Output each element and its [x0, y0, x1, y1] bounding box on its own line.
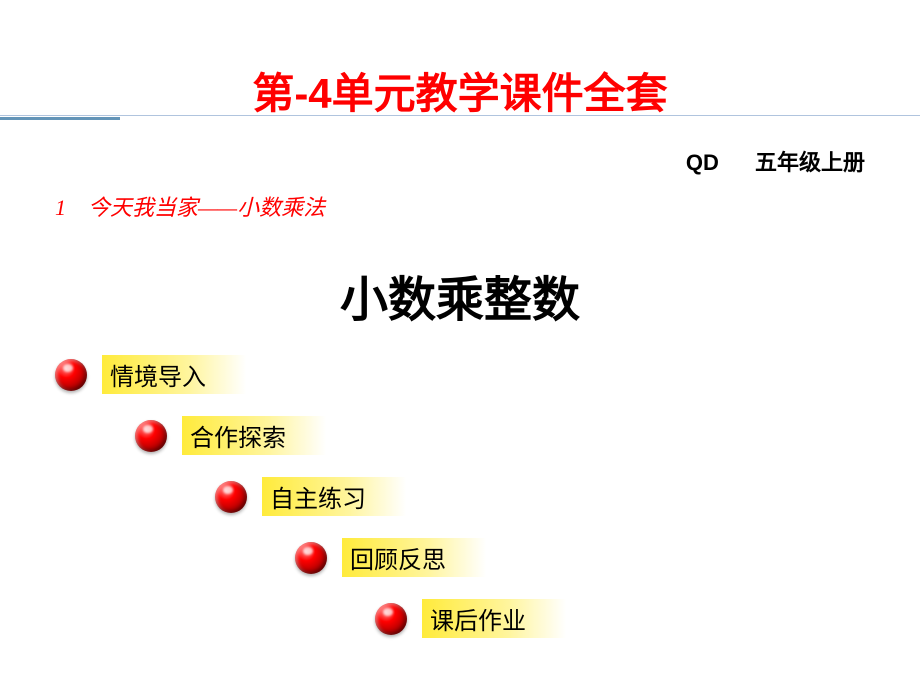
nav-label: 合作探索	[182, 416, 326, 455]
sub-title: 小数乘整数	[340, 260, 580, 330]
grade-prefix: QD	[686, 150, 719, 175]
nav-label: 课后作业	[422, 599, 566, 638]
grade-label: QD 五年级上册	[686, 145, 865, 177]
bullet-icon	[295, 542, 327, 574]
nav-item-explore[interactable]: 合作探索	[135, 416, 705, 455]
chapter-title: 1 今天我当家——小数乘法	[55, 190, 325, 222]
nav-item-practice[interactable]: 自主练习	[215, 477, 705, 516]
nav-label: 回顾反思	[342, 538, 486, 577]
nav-list: 情境导入 合作探索 自主练习 回顾反思 课后作业	[55, 355, 705, 660]
grade-text: 五年级上册	[755, 150, 865, 175]
bullet-icon	[215, 481, 247, 513]
nav-item-review[interactable]: 回顾反思	[295, 538, 705, 577]
nav-item-intro[interactable]: 情境导入	[55, 355, 705, 394]
nav-label: 情境导入	[102, 355, 246, 394]
slide-title: 第-4单元教学课件全套	[252, 60, 667, 121]
nav-label: 自主练习	[262, 477, 406, 516]
bullet-icon	[135, 420, 167, 452]
bullet-icon	[55, 359, 87, 391]
chapter-name: 今天我当家——小数乘法	[88, 195, 325, 220]
bullet-icon	[375, 603, 407, 635]
divider-accent	[0, 117, 120, 120]
nav-item-homework[interactable]: 课后作业	[375, 599, 705, 638]
chapter-number: 1	[55, 195, 66, 220]
